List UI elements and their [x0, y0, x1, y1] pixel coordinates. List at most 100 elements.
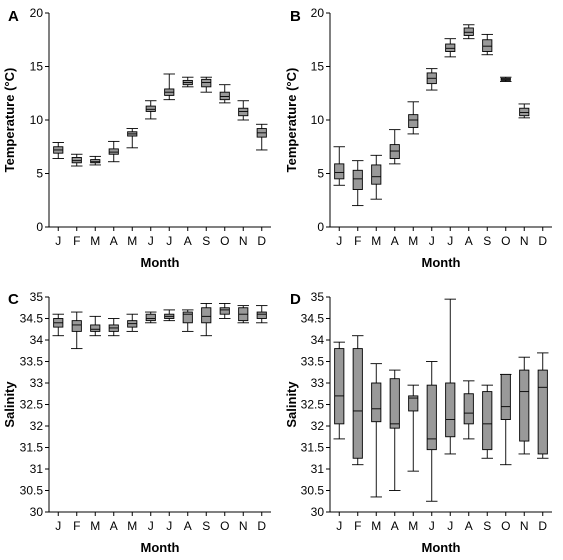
y-tick-label: 34.5 [20, 312, 44, 326]
x-tick-label: O [501, 234, 510, 248]
box-b-7 [444, 38, 456, 58]
x-tick-label: S [483, 519, 491, 533]
y-tick-label: 0 [36, 220, 43, 234]
x-tick-label: M [408, 519, 418, 533]
x-tick-label: D [538, 519, 547, 533]
x-tick-label: S [202, 519, 210, 533]
box-c-3 [89, 315, 101, 337]
box-d-4 [389, 369, 401, 491]
y-tick-label: 30.5 [301, 484, 325, 498]
box-a-8 [182, 76, 194, 88]
iqr-box [201, 78, 212, 88]
y-tick-label: 31 [30, 462, 44, 476]
iqr-box [389, 378, 400, 429]
x-tick-label: F [354, 519, 361, 533]
y-tick-label: 15 [30, 60, 44, 74]
iqr-box [71, 156, 82, 164]
x-axis-title: Month [141, 255, 180, 270]
box-b-6 [426, 68, 438, 91]
box-b-10 [500, 76, 512, 82]
x-tick-label: A [391, 519, 399, 533]
iqr-box [445, 43, 456, 52]
x-tick-label: N [520, 519, 529, 533]
box-c-12 [256, 305, 268, 324]
box-b-2 [352, 160, 364, 207]
iqr-box [408, 114, 419, 128]
iqr-box [352, 169, 363, 190]
y-tick-label: 32 [30, 419, 44, 433]
box-d-3 [370, 363, 382, 498]
y-tick-label: 30 [311, 505, 325, 519]
box-a-2 [71, 153, 83, 167]
box-c-9 [200, 303, 212, 337]
y-tick-label: 32.5 [301, 398, 325, 412]
iqr-box [201, 307, 212, 324]
y-tick-label: 10 [311, 113, 325, 127]
x-tick-label: S [483, 234, 491, 248]
iqr-box [108, 148, 119, 155]
x-tick-label: F [73, 234, 80, 248]
y-axis-title: Temperature (°C) [2, 68, 17, 173]
panel-letter: C [8, 291, 19, 308]
box-c-7 [163, 309, 175, 322]
iqr-box [334, 348, 345, 425]
x-tick-label: J [429, 234, 435, 248]
x-axis-title: Month [422, 255, 461, 270]
iqr-box [352, 348, 363, 459]
box-a-3 [89, 155, 101, 166]
x-tick-label: J [55, 234, 61, 248]
iqr-box [90, 324, 101, 332]
x-tick-label: A [184, 519, 192, 533]
box-c-2 [71, 311, 83, 350]
box-c-6 [145, 311, 157, 324]
panel-letter: D [290, 291, 301, 308]
y-tick-label: 5 [317, 167, 324, 181]
box-b-4 [389, 129, 401, 165]
iqr-box [182, 311, 193, 324]
box-d-11 [518, 356, 530, 455]
x-tick-label: O [501, 519, 510, 533]
x-axis-title: Month [141, 540, 180, 555]
x-tick-label: D [538, 234, 547, 248]
box-c-8 [182, 309, 194, 332]
x-tick-label: M [90, 519, 100, 533]
box-a-4 [108, 140, 120, 163]
x-tick-label: J [336, 519, 342, 533]
box-a-10 [219, 84, 231, 104]
box-d-5 [407, 384, 419, 472]
box-a-12 [256, 123, 268, 151]
x-tick-label: A [184, 234, 192, 248]
x-tick-label: J [429, 519, 435, 533]
panel-letter: B [290, 8, 301, 25]
x-tick-label: N [239, 234, 248, 248]
box-d-10 [500, 373, 512, 466]
x-tick-label: A [391, 234, 399, 248]
y-axis-title: Salinity [284, 381, 299, 428]
iqr-box [408, 395, 419, 412]
x-tick-label: O [220, 519, 229, 533]
iqr-box [256, 311, 267, 319]
y-tick-label: 31.5 [20, 441, 44, 455]
box-c-4 [108, 318, 120, 337]
x-tick-label: J [166, 519, 172, 533]
y-tick-label: 31 [311, 462, 325, 476]
box-c-10 [219, 303, 231, 319]
iqr-box [238, 107, 249, 117]
iqr-box [389, 144, 400, 159]
box-c-5 [126, 313, 138, 332]
box-d-7 [444, 298, 456, 455]
iqr-box [371, 164, 382, 185]
box-a-9 [200, 76, 212, 93]
y-tick-label: 33.5 [20, 355, 44, 369]
x-tick-label: J [166, 234, 172, 248]
y-tick-label: 35 [30, 290, 44, 304]
x-tick-label: J [447, 234, 453, 248]
box-c-1 [52, 313, 64, 337]
iqr-box [463, 393, 474, 425]
x-tick-label: A [110, 519, 118, 533]
y-tick-label: 33 [30, 376, 44, 390]
box-d-8 [463, 380, 475, 440]
